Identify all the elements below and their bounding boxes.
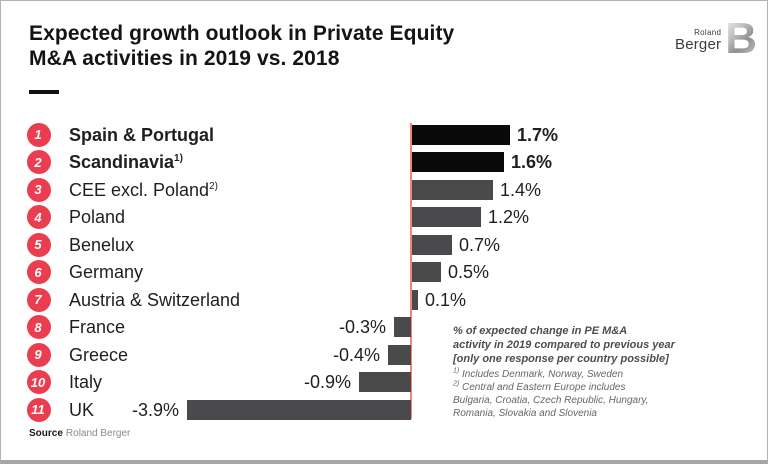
logo-wordmark: Roland Berger xyxy=(674,28,722,53)
chart-row: 2 Scandinavia1) 1.6% xyxy=(1,148,767,176)
footnote-marker: 1) xyxy=(174,153,183,164)
country-label: France xyxy=(69,317,126,337)
chart-row: 3 CEE excl. Poland2) 1.4% xyxy=(1,176,767,204)
country-label: Spain & Portugal xyxy=(69,124,215,145)
logo-b-icon: B xyxy=(725,14,757,63)
annotation-line: activity in 2019 compared to previous ye… xyxy=(453,339,675,351)
title-line-1: Expected growth outlook in Private Equit… xyxy=(29,22,455,45)
country-label: Benelux xyxy=(69,234,135,255)
value-label: 0.1% xyxy=(425,289,467,310)
rank-badge: 9 xyxy=(27,342,51,367)
rank-badge: 4 xyxy=(27,205,51,229)
bar xyxy=(412,179,493,200)
rank-badge: 11 xyxy=(27,397,51,422)
value-label: 1.7% xyxy=(517,124,559,145)
bar xyxy=(412,234,452,255)
footnote: 1) Includes Denmark, Norway, Sweden xyxy=(453,367,624,380)
country-label: Scandinavia1) xyxy=(69,152,183,172)
page-title: Expected growth outlook in Private Equit… xyxy=(29,21,454,71)
rank-badge: 10 xyxy=(27,370,51,394)
rank-badge: 1 xyxy=(27,122,51,147)
footnote: 2) Central and Eastern Europe includes B… xyxy=(453,380,649,419)
title-line-2: M&A activities in 2019 vs. 2018 xyxy=(29,47,340,70)
source-label: Source xyxy=(29,428,63,439)
chart-row: 1 Spain & Portugal 1.7% xyxy=(1,121,767,149)
chart-row: 6 Germany 0.5% xyxy=(1,258,767,286)
country-label: Poland xyxy=(69,207,126,227)
value-label: -0.9% xyxy=(303,372,351,392)
chart-row: 10 Italy -0.9% xyxy=(1,368,767,396)
bar xyxy=(412,262,441,282)
bar xyxy=(187,399,411,420)
country-label: Italy xyxy=(69,372,103,392)
country-label: Austria & Switzerland xyxy=(69,289,241,310)
chart-annotation: % of expected change in PE M&A activity i… xyxy=(453,324,675,366)
bar xyxy=(412,289,418,310)
bar xyxy=(388,344,411,365)
annotation-line: % of expected change in PE M&A xyxy=(453,325,628,337)
bar xyxy=(412,207,481,227)
country-label: UK xyxy=(69,399,95,420)
value-label: -0.3% xyxy=(338,317,386,337)
bar xyxy=(359,372,411,392)
rank-badge: 8 xyxy=(27,315,51,339)
logo-roland-text: Roland xyxy=(694,28,722,37)
logo-berger-text: Berger xyxy=(674,36,722,53)
value-label: 1.6% xyxy=(511,152,553,172)
footnote-marker: 2) xyxy=(209,180,218,192)
country-label: CEE excl. Poland2) xyxy=(69,179,218,200)
title-underline-dash xyxy=(29,90,59,94)
footnotes: 1) Includes Denmark, Norway, Sweden 2) Ce… xyxy=(453,368,663,420)
rank-badge: 7 xyxy=(27,287,51,312)
source-value: Roland Berger xyxy=(65,428,131,439)
footnote-marker: 2) xyxy=(453,380,460,388)
footnote-marker: 1) xyxy=(453,367,460,375)
chart-row: 11 UK -3.9% xyxy=(1,396,767,424)
value-label: -3.9% xyxy=(131,399,179,420)
chart-row: 8 France -0.3% xyxy=(1,313,767,341)
zero-axis-line xyxy=(410,123,412,419)
annotation-line: [only one response per country possible] xyxy=(453,353,669,365)
rank-badge: 6 xyxy=(27,260,51,284)
bar xyxy=(412,152,504,172)
country-label: Greece xyxy=(69,344,129,365)
value-label: -0.4% xyxy=(332,344,380,365)
value-label: 1.4% xyxy=(500,179,542,200)
chart-row: 4 Poland 1.2% xyxy=(1,203,767,231)
chart-row: 5 Benelux 0.7% xyxy=(1,231,767,259)
chart-row: 7 Austria & Switzerland 0.1% xyxy=(1,286,767,314)
bar xyxy=(412,124,510,145)
source-line: Source Roland Berger xyxy=(29,428,130,439)
rank-badge: 3 xyxy=(27,177,51,202)
value-label: 1.2% xyxy=(488,207,530,227)
value-label: 0.7% xyxy=(459,234,501,255)
rank-badge: 2 xyxy=(27,150,51,174)
roland-berger-logo: Roland Berger B xyxy=(674,14,757,63)
rank-badge: 5 xyxy=(27,232,51,257)
chart-row: 9 Greece -0.4% xyxy=(1,341,767,369)
country-label: Germany xyxy=(69,262,144,282)
bar xyxy=(394,317,411,337)
value-label: 0.5% xyxy=(448,262,490,282)
